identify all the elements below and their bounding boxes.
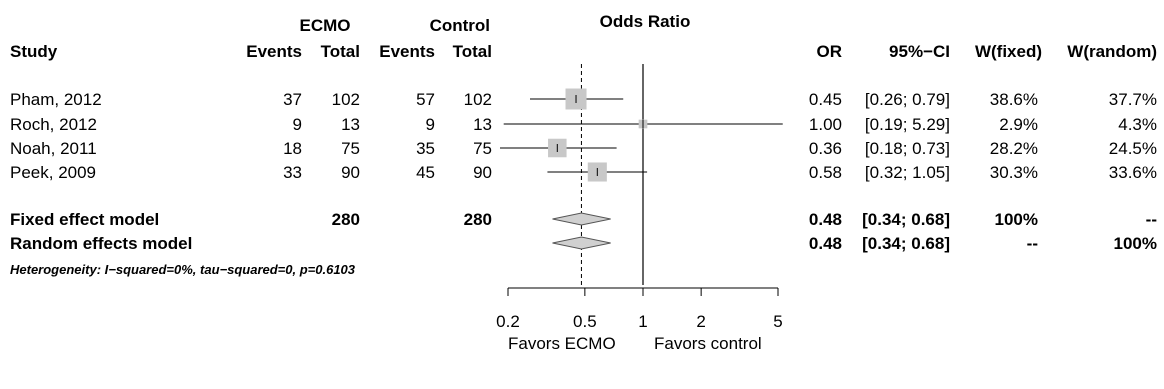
col-header-study: Study	[10, 42, 58, 61]
col-header-ecmo-total: Total	[320, 42, 360, 61]
ecmo-total: 280	[331, 210, 360, 229]
study-name: Pham, 2012	[10, 90, 102, 109]
confidence-interval: [0.19; 5.29]	[864, 115, 950, 134]
weight-random: 24.5%	[1108, 139, 1157, 158]
confidence-interval: [0.34; 0.68]	[862, 210, 950, 229]
col-header-w-fixed: W(fixed)	[974, 42, 1042, 61]
col-header-control-total: Total	[452, 42, 492, 61]
confidence-interval: [0.32; 1.05]	[864, 163, 950, 182]
control-total: 90	[473, 163, 492, 182]
control-total: 75	[473, 139, 492, 158]
col-header-ci: 95%−CI	[889, 42, 950, 61]
odds-ratio: 0.36	[808, 139, 842, 158]
weight-random: 4.3%	[1118, 115, 1157, 134]
summary-diamond	[552, 236, 611, 250]
confidence-interval: [0.26; 0.79]	[864, 90, 950, 109]
favors-ecmo-label: Favors ECMO	[508, 334, 616, 353]
control-group-header: Control	[429, 16, 490, 35]
favors-control-label: Favors control	[654, 334, 762, 353]
odds-ratio: 0.48	[808, 234, 842, 253]
ecmo-events: 18	[283, 139, 302, 158]
control-events: 35	[416, 139, 435, 158]
weight-fixed: 38.6%	[989, 90, 1038, 109]
weight-fixed: 28.2%	[989, 139, 1038, 158]
odds-ratio: 0.58	[808, 163, 842, 182]
ecmo-events: 37	[283, 90, 302, 109]
weight-fixed: 30.3%	[989, 163, 1038, 182]
col-header-w-random: W(random)	[1067, 42, 1157, 61]
control-total: 13	[473, 115, 492, 134]
control-total: 280	[463, 210, 492, 229]
confidence-interval: [0.34; 0.68]	[862, 234, 950, 253]
control-events: 45	[416, 163, 435, 182]
control-events: 57	[416, 90, 435, 109]
x-axis-tick-label: 2	[696, 312, 705, 331]
ecmo-total: 13	[341, 115, 360, 134]
control-events: 9	[425, 115, 435, 134]
chart-title: Odds Ratio	[599, 12, 691, 31]
study-name: Roch, 2012	[10, 115, 97, 134]
weight-random: --	[1145, 210, 1157, 229]
ecmo-total: 102	[331, 90, 360, 109]
col-header-control-events: Events	[379, 42, 435, 61]
ecmo-total: 90	[341, 163, 360, 182]
x-axis-tick-label: 5	[773, 312, 782, 331]
confidence-interval: [0.18; 0.73]	[864, 139, 950, 158]
col-header-ecmo-events: Events	[246, 42, 302, 61]
odds-ratio: 0.48	[808, 210, 842, 229]
odds-ratio: 0.45	[808, 90, 842, 109]
weight-random: 37.7%	[1108, 90, 1157, 109]
weight-random: 100%	[1113, 234, 1157, 253]
weight-fixed: 100%	[994, 210, 1038, 229]
x-axis-tick-label: 0.5	[573, 312, 597, 331]
weight-random: 33.6%	[1108, 163, 1157, 182]
study-name: Noah, 2011	[10, 139, 97, 158]
summary-name: Random effects model	[10, 234, 193, 253]
ecmo-events: 9	[292, 115, 302, 134]
weight-fixed: --	[1026, 234, 1038, 253]
summary-name: Fixed effect model	[10, 210, 160, 229]
col-header-or: OR	[816, 42, 843, 61]
summary-diamond	[552, 212, 611, 226]
ecmo-events: 33	[283, 163, 302, 182]
ecmo-total: 75	[341, 139, 360, 158]
weight-fixed: 2.9%	[999, 115, 1038, 134]
x-axis-tick-label: 1	[638, 312, 647, 331]
odds-ratio: 1.00	[808, 115, 842, 134]
heterogeneity-note: Heterogeneity: I−squared=0%, tau−squared…	[10, 262, 356, 277]
control-total: 102	[463, 90, 492, 109]
study-name: Peek, 2009	[10, 163, 97, 182]
ecmo-group-header: ECMO	[299, 16, 351, 35]
x-axis-tick-label: 0.2	[496, 312, 520, 331]
